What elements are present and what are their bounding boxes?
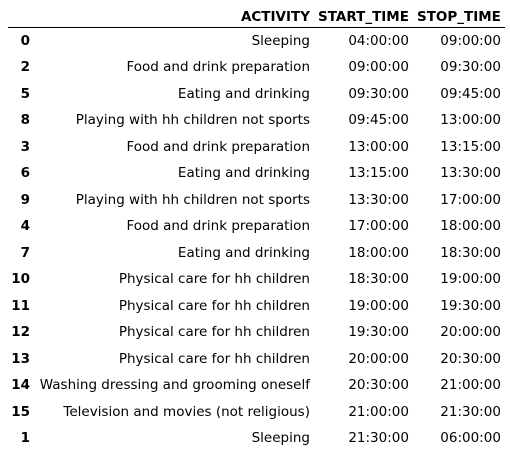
header-row: ACTIVITY START_TIME STOP_TIME — [8, 0, 505, 28]
table-row: 5 Eating and drinking 09:30:00 09:45:00 — [8, 81, 505, 108]
row-index: 5 — [20, 85, 30, 102]
row-index: 12 — [11, 324, 30, 341]
stop-time-cell: 19:30:00 — [440, 297, 501, 314]
start-time-cell: 20:00:00 — [348, 350, 409, 367]
row-index: 9 — [20, 191, 30, 208]
start-time-cell: 19:30:00 — [348, 324, 409, 341]
index-header — [8, 0, 34, 28]
table-row: 0 Sleeping 04:00:00 09:00:00 — [8, 28, 505, 55]
stop-time-cell: 09:00:00 — [440, 33, 501, 49]
activity-cell: Food and drink preparation — [126, 218, 310, 235]
activity-cell: Sleeping — [251, 33, 310, 49]
row-index: 10 — [11, 271, 30, 288]
row-index: 11 — [11, 297, 30, 314]
row-index: 0 — [20, 33, 30, 49]
start-time-cell: 21:30:00 — [348, 430, 409, 447]
activity-cell: Physical care for hh children — [118, 271, 310, 288]
start-time-cell: 09:45:00 — [348, 112, 409, 129]
table-row: 15 Television and movies (not religious) 2… — [8, 399, 505, 426]
table-row: 6 Eating and drinking 13:15:00 13:30:00 — [8, 160, 505, 187]
start-time-header: START_TIME — [314, 0, 413, 28]
start-time-cell: 09:00:00 — [348, 59, 409, 76]
activity-header: ACTIVITY — [34, 0, 314, 28]
table-body: 0 Sleeping 04:00:00 09:00:00 2 Food and drink… — [8, 28, 505, 452]
row-index: 6 — [20, 165, 30, 182]
start-time-cell: 17:00:00 — [348, 218, 409, 235]
activity-cell: Eating and drinking — [177, 244, 310, 261]
start-time-cell: 13:30:00 — [348, 191, 409, 208]
stop-time-header: STOP_TIME — [412, 0, 505, 28]
start-time-cell: 13:00:00 — [348, 138, 409, 155]
activity-cell: Television and movies (not religious) — [63, 403, 310, 420]
table-row: 2 Food and drink preparation 09:00:00 09:30… — [8, 54, 505, 81]
table-row: 14 Washing dressing and grooming oneself 2… — [8, 372, 505, 399]
stop-time-cell: 21:30:00 — [440, 403, 501, 420]
table-row: 11 Physical care for hh children 19:00:00 1… — [8, 293, 505, 320]
activity-cell: Food and drink preparation — [126, 138, 310, 155]
start-time-cell: 21:00:00 — [348, 403, 409, 420]
stop-time-cell: 13:30:00 — [440, 165, 501, 182]
row-index: 8 — [20, 112, 30, 129]
start-time-cell: 13:15:00 — [348, 165, 409, 182]
stop-time-cell: 21:00:00 — [440, 377, 501, 394]
stop-time-cell: 18:00:00 — [440, 218, 501, 235]
row-index: 3 — [20, 138, 30, 155]
table-row: 3 Food and drink preparation 13:00:00 13:15… — [8, 134, 505, 161]
stop-time-cell: 20:00:00 — [440, 324, 501, 341]
start-time-cell: 09:30:00 — [348, 85, 409, 102]
activity-table: ACTIVITY START_TIME STOP_TIME 0 Sleeping 0… — [8, 0, 505, 452]
activity-cell: Food and drink preparation — [126, 59, 310, 76]
activity-cell: Physical care for hh children — [118, 350, 310, 367]
row-index: 4 — [20, 218, 30, 235]
start-time-cell: 19:00:00 — [348, 297, 409, 314]
stop-time-cell: 18:30:00 — [440, 244, 501, 261]
activity-cell: Physical care for hh children — [118, 324, 310, 341]
start-time-cell: 18:00:00 — [348, 244, 409, 261]
activity-cell: Eating and drinking — [177, 85, 310, 102]
table-row: 7 Eating and drinking 18:00:00 18:30:00 — [8, 240, 505, 267]
row-index: 2 — [20, 59, 30, 76]
table-row: 1 Sleeping 21:30:00 06:00:00 — [8, 425, 505, 452]
row-index: 14 — [11, 377, 30, 394]
start-time-cell: 04:00:00 — [348, 33, 409, 49]
stop-time-cell: 20:30:00 — [440, 350, 501, 367]
table-header: ACTIVITY START_TIME STOP_TIME — [8, 0, 505, 28]
activity-cell: Physical care for hh children — [118, 297, 310, 314]
stop-time-cell: 06:00:00 — [440, 430, 501, 447]
stop-time-cell: 19:00:00 — [440, 271, 501, 288]
stop-time-cell: 09:45:00 — [440, 85, 501, 102]
activity-cell: Eating and drinking — [177, 165, 310, 182]
stop-time-cell: 09:30:00 — [440, 59, 501, 76]
stop-time-cell: 17:00:00 — [440, 191, 501, 208]
table-row: 10 Physical care for hh children 18:30:00 1… — [8, 266, 505, 293]
start-time-cell: 18:30:00 — [348, 271, 409, 288]
row-index: 15 — [11, 403, 30, 420]
stop-time-cell: 13:00:00 — [440, 112, 501, 129]
table-row: 8 Playing with hh children not sports 09:4… — [8, 107, 505, 134]
activity-cell: Washing dressing and grooming oneself — [39, 377, 310, 394]
row-index: 13 — [11, 350, 30, 367]
activity-cell: Playing with hh children not sports — [75, 191, 310, 208]
row-index: 7 — [20, 244, 30, 261]
activity-cell: Playing with hh children not sports — [75, 112, 310, 129]
table-row: 9 Playing with hh children not sports 13:3… — [8, 187, 505, 214]
stop-time-cell: 13:15:00 — [440, 138, 501, 155]
row-index: 1 — [20, 430, 30, 447]
table-row: 12 Physical care for hh children 19:30:00 2… — [8, 319, 505, 346]
table-row: 4 Food and drink preparation 17:00:00 18:00… — [8, 213, 505, 240]
activity-cell: Sleeping — [251, 430, 310, 447]
table-row: 13 Physical care for hh children 20:00:00 2… — [8, 346, 505, 373]
start-time-cell: 20:30:00 — [348, 377, 409, 394]
